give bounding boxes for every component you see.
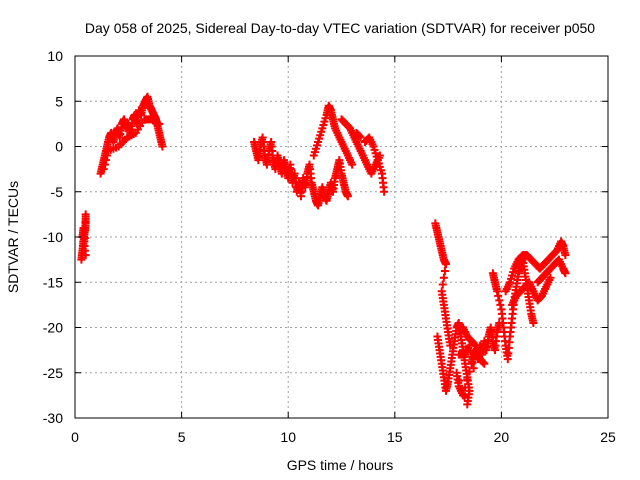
data-point [529,318,538,327]
data-point [470,340,479,349]
data-point [546,273,555,282]
y-tick-labels: 10 5 0 -5 -10 -15 -20 -25 -30 [43,48,63,426]
data-point [469,364,478,373]
data-point [468,358,477,367]
data-point [494,291,503,300]
y-tick-label: -10 [43,229,63,245]
data-point [356,133,365,142]
data-point [496,300,505,309]
data-point [440,266,449,275]
data-point [81,210,90,219]
x-tick-labels: 0 5 10 15 20 25 [71,429,616,445]
data-point [81,218,90,227]
x-tick-label: 5 [178,429,186,445]
chart-title: Day 058 of 2025, Sidereal Day-to-day VTE… [85,20,595,36]
data-point [441,260,450,269]
data-point [467,352,476,361]
data-point [459,391,468,400]
y-tick-label: -15 [43,274,63,290]
y-tick-label: 5 [55,93,63,109]
data-point [493,287,502,296]
data-point [99,165,108,174]
data-point [479,358,488,367]
data-point [81,251,90,260]
y-tick-label: -20 [43,320,63,336]
x-tick-label: 0 [71,429,79,445]
data-point [466,347,475,356]
data-point [465,367,474,376]
data-point [561,251,570,260]
x-tick-label: 10 [280,429,296,445]
data-point [439,273,448,282]
data-points [77,92,570,409]
y-tick-label: -5 [51,184,64,200]
y-tick-label: 0 [55,139,63,155]
data-point [158,142,167,151]
data-point [380,187,389,196]
data-point [348,160,357,169]
y-tick-label: -25 [43,365,63,381]
x-tick-label: 25 [600,429,616,445]
y-tick-label: -30 [43,410,63,426]
data-point [495,296,504,305]
data-point [343,192,352,201]
data-point [155,119,164,128]
data-point [438,280,447,289]
y-axis-label: SDTVAR / TECUs [5,181,21,293]
x-axis-label: GPS time / hours [287,457,394,473]
y-tick-label: 10 [47,48,63,64]
x-tick-label: 20 [494,429,510,445]
data-point [355,132,364,141]
data-point [463,400,472,409]
axis-ticks [74,55,609,419]
data-point [465,341,474,350]
data-point [480,359,489,368]
data-point [102,151,111,160]
x-tick-label: 15 [387,429,403,445]
data-point [461,383,470,392]
data-point [561,269,570,278]
data-point [101,156,110,165]
data-point [463,375,472,384]
data-point [100,160,109,169]
